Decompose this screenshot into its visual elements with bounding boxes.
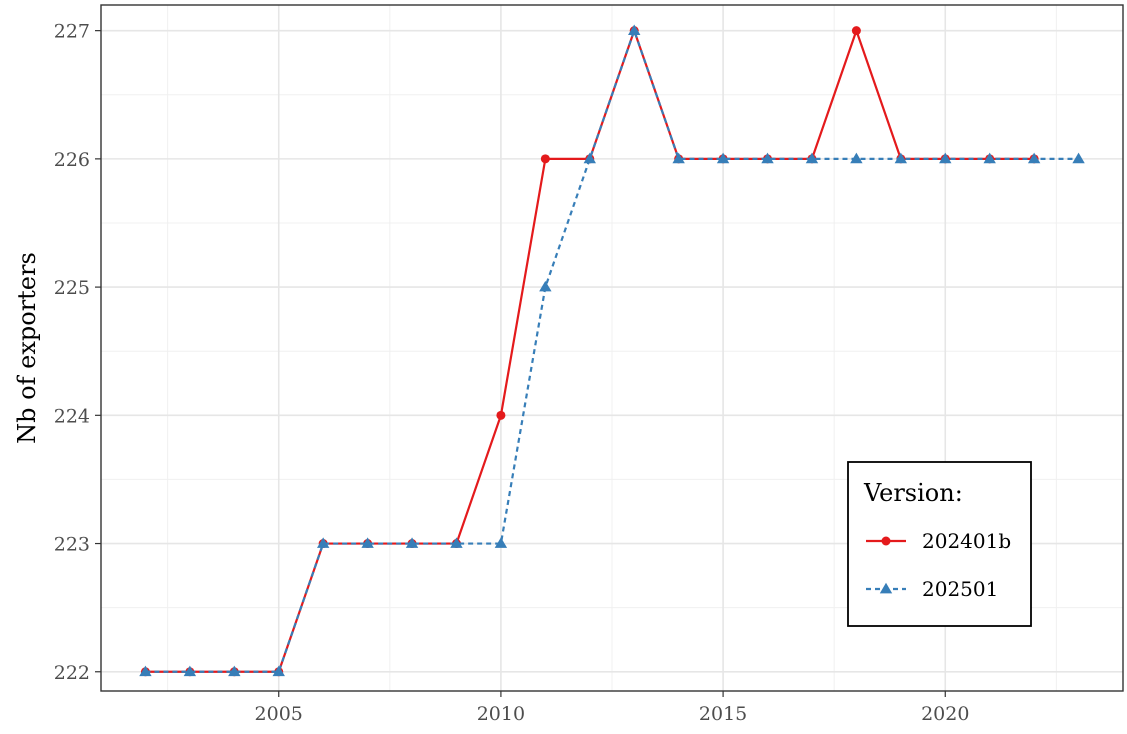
data-point [405,537,419,548]
legend-item-202401b: 202401b [866,529,1011,553]
legend: Version: 202401b 202501 [847,461,1032,627]
minor-gridlines [101,5,1123,691]
y-tick-label: 227 [54,21,90,43]
data-point [272,665,285,677]
data-point [939,152,952,164]
data-point [1027,152,1041,164]
x-tick-label: 2020 [921,703,969,725]
y-tick-label: 224 [54,405,90,427]
y-tick-label: 223 [54,534,90,556]
data-point [583,152,596,164]
data-point [450,537,463,548]
y-axis-title: Nb of exporters [13,252,41,444]
data-point [361,537,374,548]
data-point [316,537,330,548]
data-point [672,152,685,164]
data-point [494,537,508,548]
data-point [1072,152,1085,164]
series-layer [139,24,1085,677]
data-point [496,410,506,420]
legend-label: 202501 [922,577,998,601]
legend-item-202501: 202501 [866,577,998,601]
legend-marker-swatch [879,582,893,594]
x-tick-label: 2010 [477,703,525,725]
data-point [716,152,730,164]
x-tick-label: 2005 [255,703,303,725]
data-point [628,24,641,35]
y-tick-label: 225 [54,277,90,299]
legend-title: Version: [863,479,963,507]
data-point [761,152,774,164]
data-point [540,154,550,164]
data-point [183,665,197,677]
legend-items: 202401b 202501 [866,529,1011,601]
data-point [805,152,819,164]
series-line-202501 [145,27,1079,673]
y-axis: 222 223 224 225 226 227 [54,21,101,684]
y-tick-label: 226 [54,149,90,171]
legend-marker-swatch [881,536,891,546]
data-point [850,152,863,164]
x-axis: 2005 2010 2015 2020 [255,691,969,725]
data-point [539,280,552,292]
data-point [139,665,152,677]
data-point [228,665,241,677]
legend-label: 202401b [922,529,1011,553]
plot-panel-border [100,4,1124,692]
legend-box [847,461,1032,627]
data-point [894,152,908,164]
series-202501 [139,24,1085,677]
x-tick-label: 2015 [699,703,747,725]
data-point [983,152,996,164]
data-point [851,26,861,36]
y-tick-label: 222 [54,662,90,684]
